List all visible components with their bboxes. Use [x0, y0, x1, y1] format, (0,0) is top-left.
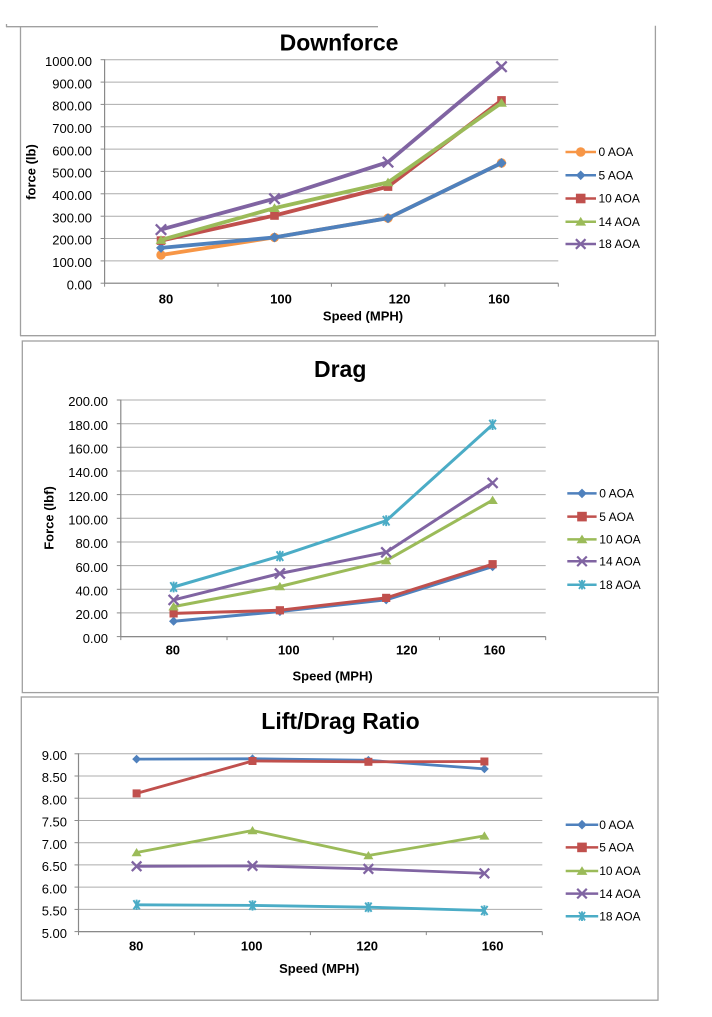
- svg-text:5.00: 5.00: [42, 926, 67, 941]
- svg-text:600.00: 600.00: [52, 143, 92, 158]
- svg-text:10 AOA: 10 AOA: [599, 864, 640, 878]
- svg-text:18 AOA: 18 AOA: [599, 578, 640, 592]
- svg-text:Speed (MPH): Speed (MPH): [293, 669, 373, 684]
- svg-text:9.00: 9.00: [42, 748, 67, 763]
- svg-text:0 AOA: 0 AOA: [599, 487, 634, 501]
- svg-text:5 AOA: 5 AOA: [599, 169, 634, 183]
- svg-text:Force (lbf): Force (lbf): [42, 486, 57, 550]
- svg-text:200.00: 200.00: [68, 394, 108, 409]
- svg-text:80: 80: [166, 643, 180, 658]
- svg-text:100.00: 100.00: [52, 255, 92, 270]
- svg-text:20.00: 20.00: [75, 607, 108, 622]
- svg-text:160.00: 160.00: [68, 442, 108, 457]
- svg-text:40.00: 40.00: [75, 583, 108, 598]
- svg-text:7.50: 7.50: [42, 815, 67, 830]
- svg-text:18 AOA: 18 AOA: [599, 909, 640, 923]
- svg-text:0 AOA: 0 AOA: [599, 145, 634, 159]
- svg-text:6.50: 6.50: [42, 859, 67, 874]
- svg-text:900.00: 900.00: [52, 76, 92, 91]
- svg-text:500.00: 500.00: [52, 166, 92, 181]
- svg-text:100: 100: [278, 643, 300, 658]
- svg-text:80.00: 80.00: [75, 536, 108, 551]
- svg-text:160: 160: [484, 643, 506, 658]
- svg-text:0.00: 0.00: [67, 277, 92, 292]
- svg-text:18 AOA: 18 AOA: [599, 237, 640, 251]
- svg-text:100.00: 100.00: [68, 513, 108, 528]
- svg-text:300.00: 300.00: [52, 210, 92, 225]
- svg-text:100: 100: [270, 292, 292, 307]
- svg-text:120: 120: [356, 939, 378, 954]
- svg-text:80: 80: [159, 292, 173, 307]
- svg-text:Speed (MPH): Speed (MPH): [279, 961, 359, 976]
- svg-text:0 AOA: 0 AOA: [599, 818, 634, 832]
- svg-text:800.00: 800.00: [52, 99, 92, 114]
- svg-text:60.00: 60.00: [75, 560, 108, 575]
- svg-text:8.50: 8.50: [42, 770, 67, 785]
- svg-text:10 AOA: 10 AOA: [599, 533, 640, 547]
- svg-text:Downforce: Downforce: [280, 30, 399, 56]
- svg-text:5.50: 5.50: [42, 904, 67, 919]
- svg-text:10 AOA: 10 AOA: [599, 192, 640, 206]
- svg-text:force (lb): force (lb): [24, 144, 39, 200]
- svg-text:Lift/Drag Ratio: Lift/Drag Ratio: [261, 708, 419, 734]
- svg-text:120: 120: [389, 292, 411, 307]
- svg-text:700.00: 700.00: [52, 121, 92, 136]
- svg-text:7.00: 7.00: [42, 837, 67, 852]
- svg-text:1000.00: 1000.00: [45, 54, 92, 69]
- svg-text:6.00: 6.00: [42, 881, 67, 896]
- svg-text:120: 120: [396, 643, 418, 658]
- svg-text:14 AOA: 14 AOA: [599, 555, 640, 569]
- svg-text:14 AOA: 14 AOA: [599, 215, 640, 229]
- svg-text:140.00: 140.00: [68, 465, 108, 480]
- svg-text:8.00: 8.00: [42, 792, 67, 807]
- svg-text:120.00: 120.00: [68, 489, 108, 504]
- svg-text:14 AOA: 14 AOA: [599, 887, 640, 901]
- svg-text:0.00: 0.00: [83, 631, 108, 646]
- svg-text:100: 100: [241, 939, 263, 954]
- svg-text:80: 80: [129, 939, 143, 954]
- svg-text:200.00: 200.00: [52, 233, 92, 248]
- svg-text:160: 160: [482, 939, 504, 954]
- svg-text:Speed (MPH): Speed (MPH): [323, 309, 403, 324]
- svg-text:5 AOA: 5 AOA: [599, 841, 634, 855]
- svg-text:160: 160: [488, 292, 510, 307]
- svg-text:400.00: 400.00: [52, 188, 92, 203]
- svg-text:180.00: 180.00: [68, 418, 108, 433]
- svg-text:Drag: Drag: [314, 356, 366, 382]
- svg-text:5 AOA: 5 AOA: [599, 510, 634, 524]
